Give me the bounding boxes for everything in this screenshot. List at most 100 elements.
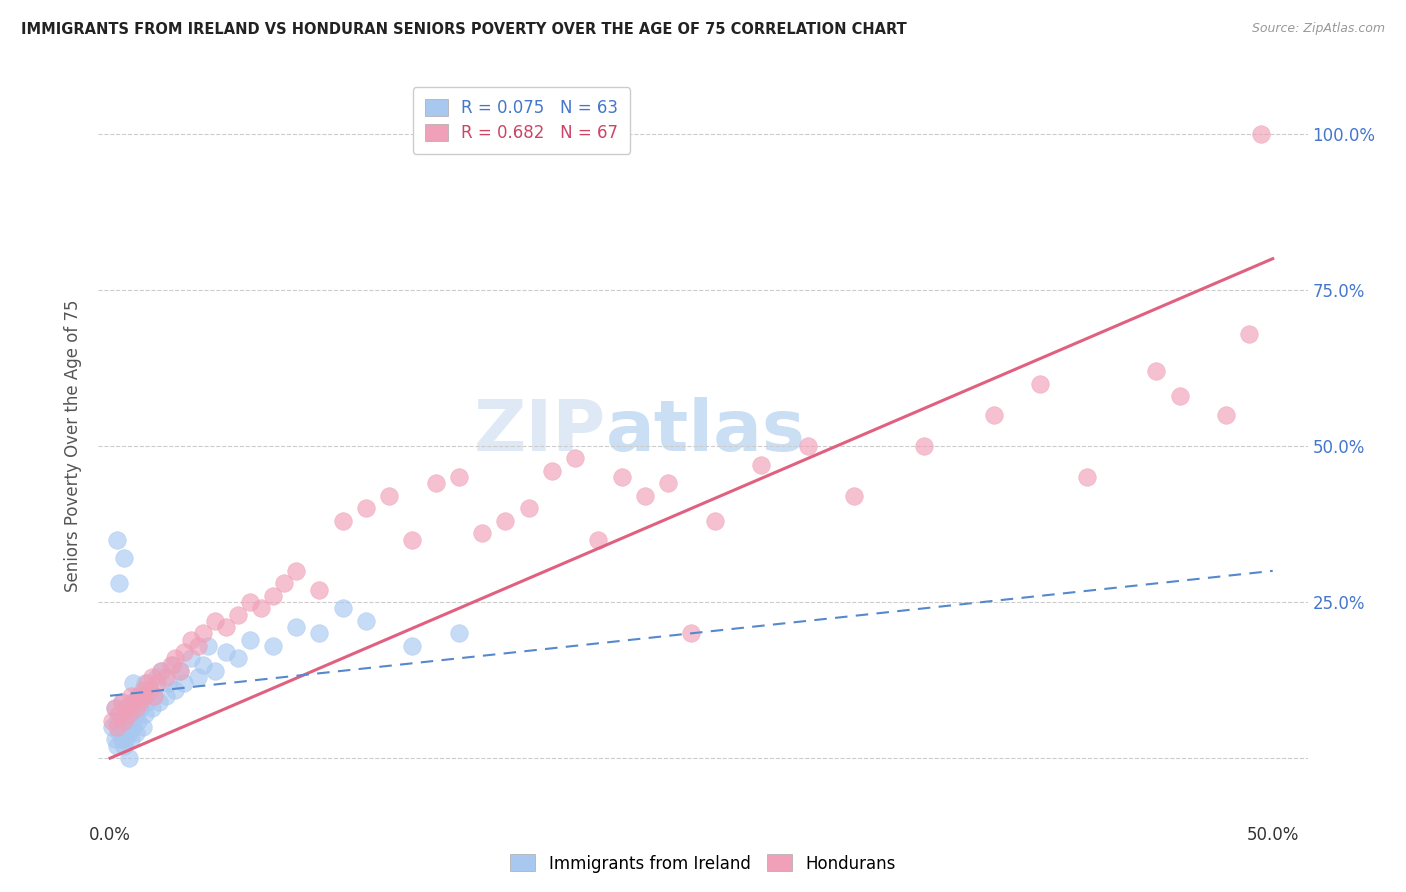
Point bbox=[108, 576, 131, 591]
Point bbox=[378, 489, 401, 503]
Point bbox=[136, 695, 159, 709]
Point bbox=[111, 695, 134, 709]
Point bbox=[180, 651, 202, 665]
Point bbox=[108, 707, 131, 722]
Point bbox=[159, 657, 181, 672]
Point bbox=[564, 451, 586, 466]
Point bbox=[1076, 470, 1098, 484]
Point bbox=[115, 701, 138, 715]
Point bbox=[204, 614, 226, 628]
Point bbox=[844, 489, 866, 503]
Point bbox=[1215, 408, 1237, 422]
Point bbox=[285, 564, 308, 578]
Point bbox=[138, 682, 160, 697]
Point bbox=[250, 601, 273, 615]
Point bbox=[308, 582, 330, 597]
Point bbox=[332, 601, 354, 615]
Point bbox=[1029, 376, 1052, 391]
Point bbox=[447, 626, 470, 640]
Text: atlas: atlas bbox=[606, 397, 806, 466]
Point bbox=[308, 626, 330, 640]
Point bbox=[134, 707, 156, 722]
Point bbox=[105, 739, 128, 753]
Point bbox=[681, 626, 703, 640]
Point bbox=[354, 501, 377, 516]
Point bbox=[983, 408, 1005, 422]
Point bbox=[239, 595, 262, 609]
Point bbox=[262, 589, 284, 603]
Point bbox=[165, 651, 187, 665]
Point bbox=[115, 701, 138, 715]
Point bbox=[749, 458, 772, 472]
Point bbox=[471, 526, 494, 541]
Point bbox=[127, 689, 149, 703]
Point bbox=[447, 470, 470, 484]
Point bbox=[122, 720, 145, 734]
Point bbox=[104, 701, 127, 715]
Point bbox=[118, 751, 141, 765]
Point bbox=[169, 664, 191, 678]
Point bbox=[134, 676, 156, 690]
Point bbox=[912, 439, 935, 453]
Point bbox=[145, 676, 167, 690]
Point bbox=[127, 714, 149, 728]
Point bbox=[204, 664, 226, 678]
Point bbox=[494, 514, 516, 528]
Point bbox=[150, 664, 173, 678]
Point bbox=[191, 657, 214, 672]
Point bbox=[136, 676, 159, 690]
Point bbox=[118, 726, 141, 740]
Point bbox=[262, 639, 284, 653]
Point bbox=[112, 739, 135, 753]
Point bbox=[169, 664, 191, 678]
Point bbox=[150, 664, 173, 678]
Point bbox=[138, 682, 160, 697]
Point bbox=[101, 720, 124, 734]
Point bbox=[197, 639, 219, 653]
Point bbox=[124, 701, 146, 715]
Point bbox=[157, 676, 180, 690]
Point bbox=[401, 533, 423, 547]
Point bbox=[173, 676, 195, 690]
Point bbox=[124, 726, 146, 740]
Point bbox=[143, 689, 166, 703]
Point bbox=[273, 576, 295, 591]
Point bbox=[124, 707, 146, 722]
Point bbox=[122, 695, 145, 709]
Legend: R = 0.075   N = 63, R = 0.682   N = 67: R = 0.075 N = 63, R = 0.682 N = 67 bbox=[413, 87, 630, 153]
Point bbox=[120, 714, 142, 728]
Point bbox=[540, 464, 562, 478]
Point bbox=[141, 670, 163, 684]
Point bbox=[610, 470, 633, 484]
Point bbox=[1168, 389, 1191, 403]
Point bbox=[108, 707, 131, 722]
Point bbox=[634, 489, 657, 503]
Point bbox=[112, 714, 135, 728]
Point bbox=[111, 695, 134, 709]
Point bbox=[191, 626, 214, 640]
Point bbox=[112, 551, 135, 566]
Point bbox=[108, 726, 131, 740]
Point bbox=[143, 689, 166, 703]
Point bbox=[226, 607, 249, 622]
Point bbox=[165, 682, 187, 697]
Point bbox=[239, 632, 262, 647]
Text: ZIP: ZIP bbox=[474, 397, 606, 466]
Y-axis label: Seniors Poverty Over the Age of 75: Seniors Poverty Over the Age of 75 bbox=[65, 300, 83, 592]
Point bbox=[354, 614, 377, 628]
Point bbox=[112, 714, 135, 728]
Point bbox=[155, 689, 177, 703]
Point bbox=[1250, 127, 1272, 141]
Point bbox=[226, 651, 249, 665]
Point bbox=[120, 689, 142, 703]
Point bbox=[1144, 364, 1167, 378]
Point bbox=[115, 732, 138, 747]
Point bbox=[131, 720, 153, 734]
Point bbox=[145, 670, 167, 684]
Point bbox=[111, 732, 134, 747]
Point bbox=[122, 701, 145, 715]
Point bbox=[118, 707, 141, 722]
Point bbox=[425, 476, 447, 491]
Point bbox=[134, 689, 156, 703]
Point bbox=[162, 657, 184, 672]
